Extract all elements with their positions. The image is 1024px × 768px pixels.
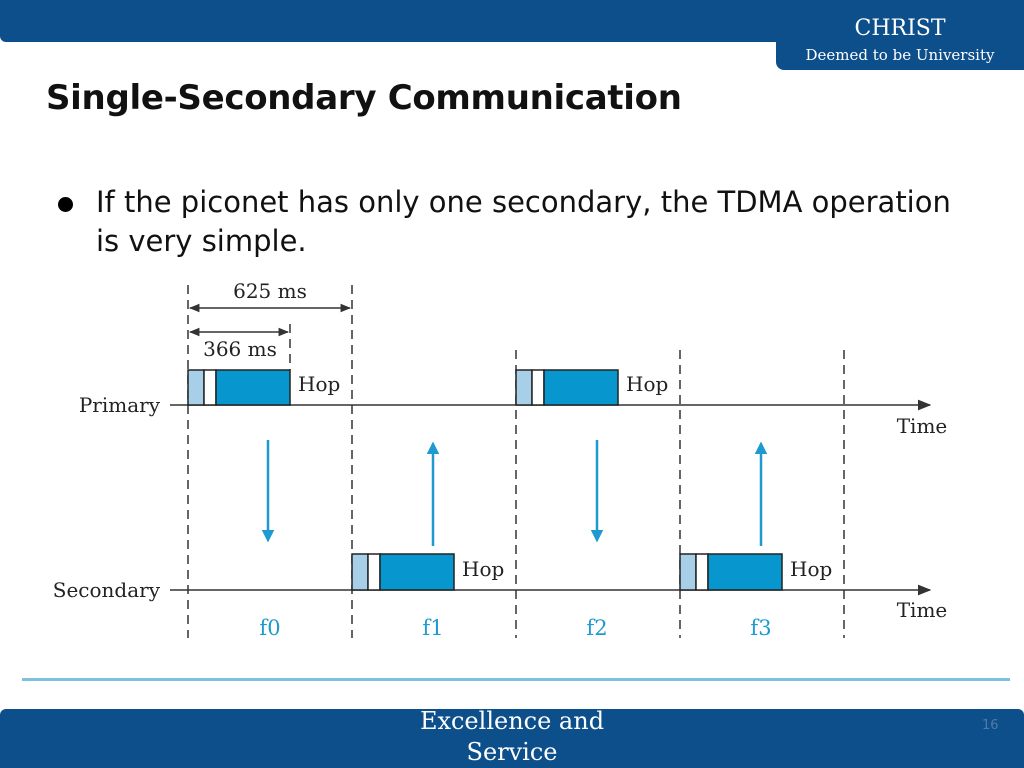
- hop-label: Hop: [790, 557, 832, 581]
- secondary-packet-f1: [351, 553, 455, 591]
- tdma-diagram: 625 ms 366 ms Primary Secondary Time Tim…: [53, 279, 948, 640]
- primary-packet-f0: [187, 369, 291, 406]
- secondary-time-label: Time: [897, 598, 948, 622]
- bullet-text: If the piconet has only one secondary, t…: [96, 185, 951, 258]
- slot-duration-label: 625 ms: [233, 279, 307, 303]
- university-brand: CHRIST Deemed to be University: [776, 0, 1024, 70]
- hop-label: Hop: [298, 372, 340, 396]
- brand-name: CHRIST: [854, 16, 946, 41]
- frequency-label-f1: f1: [422, 616, 443, 640]
- packet-duration-label: 366 ms: [203, 337, 277, 361]
- bullet-icon: [58, 197, 73, 212]
- bottom-banner: [0, 709, 1024, 768]
- frequency-label-f3: f3: [750, 616, 771, 640]
- secondary-label: Secondary: [53, 578, 161, 602]
- primary-label: Primary: [79, 393, 161, 417]
- secondary-packet-f3: [679, 553, 783, 591]
- footer-motto: Excellence and Service: [419, 707, 605, 766]
- frequency-label-f0: f0: [259, 616, 280, 640]
- footer-divider: [22, 678, 1010, 681]
- brand-subtitle: Deemed to be University: [805, 46, 995, 64]
- primary-packet-f2: [515, 369, 619, 406]
- primary-time-label: Time: [897, 414, 948, 438]
- hop-label: Hop: [462, 557, 504, 581]
- frequency-label-f2: f2: [586, 616, 607, 640]
- page-number: 16: [982, 718, 999, 733]
- slide-title: Single-Secondary Communication: [46, 78, 682, 118]
- hop-label: Hop: [626, 372, 668, 396]
